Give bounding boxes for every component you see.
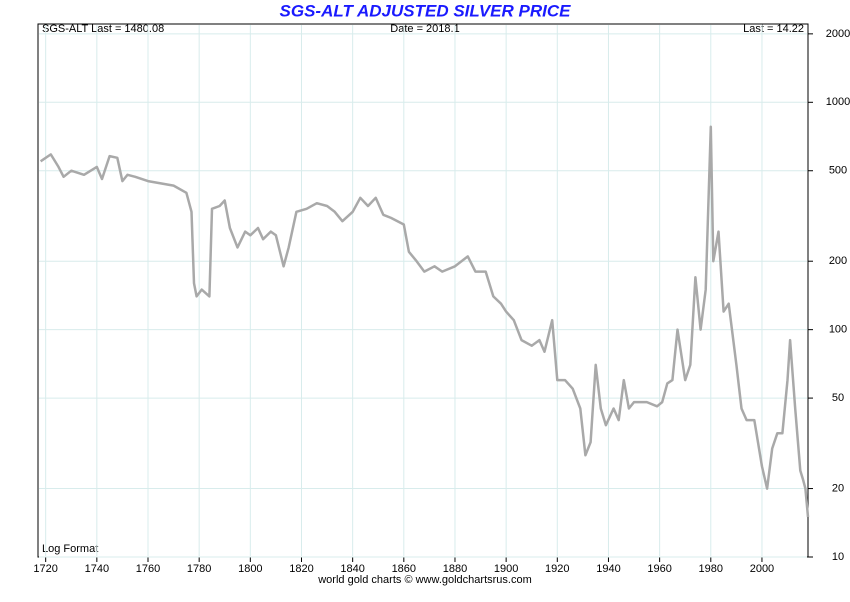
annotation: Last = 14.22 <box>743 23 804 35</box>
y-tick-label: 10 <box>832 551 844 563</box>
chart-title: SGS-ALT ADJUSTED SILVER PRICE <box>280 1 572 20</box>
plot-frame <box>37 23 809 558</box>
x-tick-label: 1840 <box>340 563 364 575</box>
x-tick-label: 1960 <box>647 563 671 575</box>
annotation: Date = 2018.1 <box>390 23 459 35</box>
x-tick-label: 1880 <box>443 563 467 575</box>
footer: world gold charts © www.goldchartsrus.co… <box>317 574 532 586</box>
x-tick-label: 1760 <box>136 563 160 575</box>
x-tick-label: 1720 <box>33 563 57 575</box>
x-tick-label: 1920 <box>545 563 569 575</box>
y-tick-label: 20 <box>832 482 844 494</box>
x-tick-label: 1780 <box>187 563 211 575</box>
x-tick-label: 1800 <box>238 563 262 575</box>
annotation: Log Format <box>42 543 98 555</box>
x-tick-label: 1740 <box>85 563 109 575</box>
x-tick-label: 1940 <box>596 563 620 575</box>
y-tick-label: 2000 <box>826 28 850 40</box>
y-tick-label: 1000 <box>826 96 850 108</box>
y-tick-label: 100 <box>829 324 847 336</box>
y-tick-label: 50 <box>832 392 844 404</box>
y-tick-label: 200 <box>829 255 847 267</box>
price-line <box>39 125 810 518</box>
x-tick-label: 1860 <box>392 563 416 575</box>
x-tick-label: 1980 <box>699 563 723 575</box>
x-tick-label: 1900 <box>494 563 518 575</box>
y-tick-label: 500 <box>829 165 847 177</box>
x-tick-label: 1820 <box>289 563 313 575</box>
x-tick-label: 2000 <box>750 563 774 575</box>
annotation: SGS-ALT Last = 1480.08 <box>42 23 164 35</box>
